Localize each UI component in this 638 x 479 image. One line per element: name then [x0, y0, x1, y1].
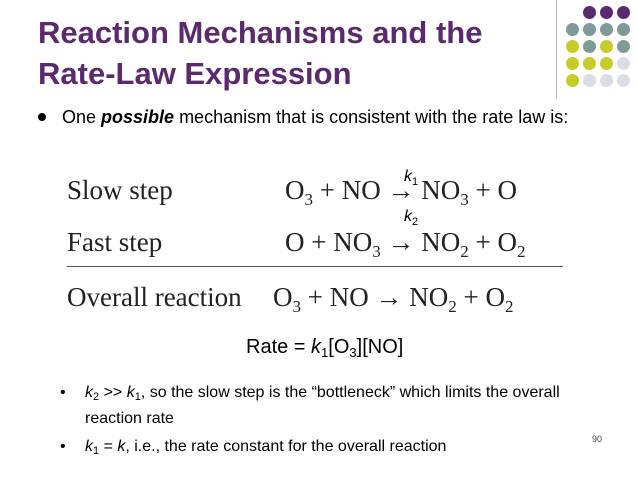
bullet-text-start: One [62, 107, 102, 127]
slow-step-label: Slow step [67, 175, 173, 205]
decorative-dot-grid [566, 6, 636, 96]
k2-label: k2 [404, 208, 419, 228]
page-number: 90 [592, 434, 603, 444]
title-line-1: Reaction Mechanisms and the [38, 15, 483, 50]
decorative-dot [566, 23, 579, 36]
slide-title: Reaction Mechanisms and the Rate-Law Exp… [38, 12, 558, 94]
decorative-dot [583, 23, 596, 36]
main-bullet: One possible mechanism that is consisten… [38, 106, 598, 128]
decorative-dot [600, 40, 613, 53]
main-bullet-text: One possible mechanism that is consisten… [62, 106, 598, 128]
fast-step-equation: O + NO3 → NO2 + O2 [285, 227, 526, 261]
mechanism-divider-line [67, 266, 563, 267]
decorative-dot [617, 57, 630, 70]
overall-reaction-equation: O3 + NO → NO2 + O2 [273, 282, 514, 316]
title-line-2: Rate-Law Expression [38, 56, 352, 91]
note-bullet-1: • k2 >> k1, so the slow step is the “bot… [60, 382, 570, 429]
decorative-dot [600, 6, 613, 19]
decorative-dot [583, 57, 596, 70]
divider-line [556, 0, 557, 99]
decorative-dot [583, 40, 596, 53]
note-text-1: k2 >> k1, so the slow step is the “bottl… [85, 384, 560, 427]
bullet-dot-icon: • [60, 384, 66, 401]
decorative-dot [566, 57, 579, 70]
bullet-dot-icon [38, 113, 46, 121]
decorative-dot [617, 6, 630, 19]
decorative-dot [600, 57, 613, 70]
decorative-dot [600, 23, 613, 36]
bullet-text-end: mechanism that is consistent with the ra… [174, 107, 569, 127]
decorative-dot [566, 40, 579, 53]
overall-reaction-label: Overall reaction [67, 282, 242, 312]
decorative-dot [617, 23, 630, 36]
fast-step-label: Fast step [67, 227, 163, 257]
slow-step-equation: O3 + NO → NO3 + O [285, 175, 517, 209]
note-text-2: k1 = k, i.e., the rate constant for the … [85, 438, 447, 457]
decorative-dot [617, 74, 630, 87]
decorative-dot [566, 74, 579, 87]
decorative-dot [600, 74, 613, 87]
bullet-dot-icon: • [60, 438, 66, 455]
k1-label: k1 [404, 168, 419, 188]
bullet-emphasis: possible [101, 107, 175, 127]
rate-law-expression: Rate = k1[O3][NO] [246, 336, 404, 360]
decorative-dot [583, 74, 596, 87]
note-bullet-2: • k1 = k, i.e., the rate constant for th… [60, 436, 590, 462]
decorative-dot [583, 6, 596, 19]
decorative-dot [617, 40, 630, 53]
